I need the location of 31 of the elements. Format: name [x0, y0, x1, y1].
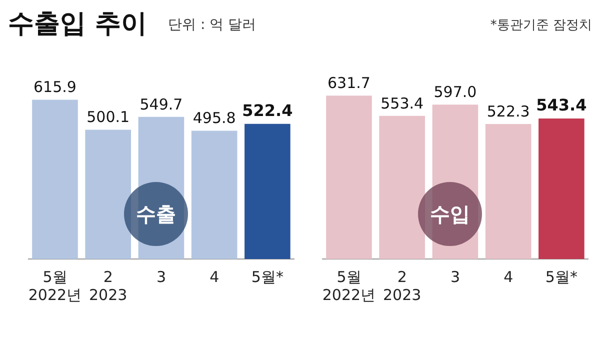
x-tick-label: 3	[156, 268, 166, 286]
data-label: 522.4	[242, 101, 293, 120]
x-tick-label: 3	[450, 268, 460, 286]
x-tick-label: 2 2023	[89, 268, 128, 304]
x-tick-label: 5월 2022년	[322, 268, 376, 304]
x-tick-label: 5월*	[545, 268, 578, 286]
bar	[326, 96, 372, 259]
data-label: 500.1	[86, 108, 130, 126]
bar	[379, 116, 426, 259]
bar	[85, 130, 132, 259]
bar	[191, 130, 238, 259]
data-label: 495.8	[192, 109, 236, 128]
chart-subtitle: 단위 : 억 달러	[168, 16, 256, 34]
data-label: 549.7	[140, 95, 183, 114]
data-label: 522.3	[486, 102, 530, 120]
x-tick-label: 4	[504, 268, 514, 286]
text: *통관기준 잠정치	[490, 17, 592, 34]
bar	[32, 100, 78, 259]
data-label: 553.4	[380, 94, 424, 112]
bar	[485, 124, 532, 259]
x-tick-label: 4	[210, 268, 220, 286]
data-label: 543.4	[536, 96, 587, 115]
chart-title: 수출입 추이	[8, 8, 148, 41]
x-tick-label: 5월*	[251, 268, 284, 286]
data-label: 631.7	[328, 74, 370, 92]
bar	[538, 118, 584, 259]
bar	[244, 124, 290, 259]
data-label: 597.0	[434, 83, 477, 102]
data-label: 615.9	[34, 78, 76, 96]
x-tick-label: 2 2023	[383, 268, 422, 304]
x-tick-label: 5월 2022년	[28, 268, 82, 304]
